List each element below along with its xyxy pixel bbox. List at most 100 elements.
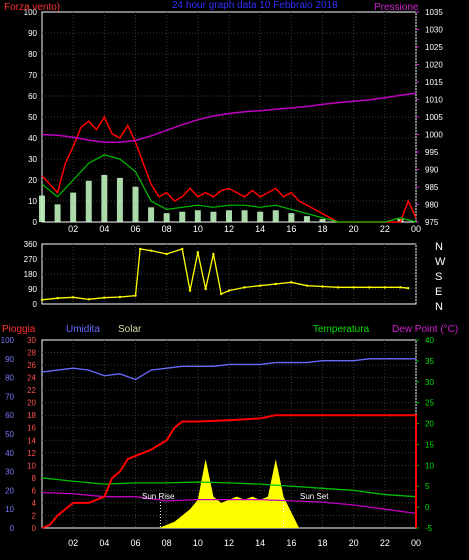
wind-direction-point [138,247,142,251]
dewpoint-axis-title: Dew Point (°C) [392,324,458,335]
wind-direction-point [274,282,277,286]
compass-s: S [435,271,442,283]
p1-y-right-tick-label: 1030 [425,26,443,35]
temperature-axis-title: Temperatura [313,324,370,335]
p1-y-right-tick-label: 985 [425,183,439,192]
p3-x-tick-label: 16 [286,538,296,548]
p1-y-left-tick-label: 100 [24,8,38,17]
wind-direction-point [352,286,355,289]
solar-area [158,459,300,528]
p1-x-tick-label: 14 [255,224,265,234]
wind-light-bar [194,210,201,222]
temperature-line [41,477,417,498]
humidity-axis-title: Umidita [66,324,100,335]
p3-rain-mm-tick-label: 16 [27,424,36,433]
rain-line [41,414,417,529]
p1-x-tick-label: 22 [380,224,390,234]
p3-temp-tick-label: 35 [425,357,434,366]
wind-direction-point [407,286,410,290]
wind-direction-point [165,252,168,256]
p3-rain-mm-tick-label: 20 [27,399,36,408]
p3-x-tick-label: 08 [162,538,172,548]
p1-x-tick-label: 20 [349,224,359,234]
p3-rain-mm-tick-label: 24 [27,374,36,383]
p3-pioggia-tick-label: 100 [1,336,15,345]
p3-x-tick-label: 12 [224,538,234,548]
p3-x-tick-label: 00 [411,538,421,548]
p3-pioggia-tick-label: 0 [10,524,15,533]
p1-x-tick-label: 08 [162,224,172,234]
wind-light-bar [319,219,326,222]
p1-y-right-tick-label: 1020 [425,61,443,70]
p1-y-right-tick-label: 1005 [425,113,443,122]
compass-w: W [435,256,446,268]
p1-y-left-tick-label: 70 [28,71,37,80]
p3-x-tick-label: 14 [255,538,265,548]
p1-y-left-tick-label: 60 [28,92,37,101]
p1-x-tick-label: 02 [68,224,78,234]
p1-y-right-tick-label: 990 [425,166,439,175]
p1-y-left-tick-label: 50 [28,113,37,122]
wind-direction-point [290,281,293,284]
p2-y-tick-label: 0 [33,300,38,309]
wind-axis-title: Forza vento) [4,2,60,13]
p3-x-tick-label: 22 [380,538,390,548]
p3-rain-mm-tick-label: 18 [27,411,36,420]
rain-axis-title: Pioggia [2,324,36,335]
p2-y-tick-label: 90 [28,285,37,294]
p2-y-tick-label: 270 [24,255,38,264]
p1-y-right-tick-label: 1025 [425,43,443,52]
p1-x-tick-label: 10 [193,224,203,234]
p3-temp-tick-label: 25 [425,399,434,408]
p1-y-right-tick-label: 980 [425,201,439,210]
compass-n-bottom: N [435,301,443,313]
wind-light-bar [272,210,279,222]
p1-x-tick-label: 16 [286,224,296,234]
wind-direction-point [212,252,215,256]
wind-direction-point [196,251,200,254]
wind-light-bar [70,192,77,222]
p3-pioggia-tick-label: 70 [5,392,14,401]
wind-direction-point [243,286,246,289]
p1-y-right-tick-label: 1015 [425,78,443,87]
wind-light-bar [148,207,155,222]
p1-y-left-tick-label: 40 [28,134,37,143]
wind-direction-point [336,286,340,289]
p3-pioggia-tick-label: 40 [5,449,14,458]
p1-x-tick-label: 12 [224,224,234,234]
p3-pioggia-tick-label: 10 [5,505,14,514]
wind-direction-point [220,292,223,296]
wind-light-bar [288,213,295,222]
wind-light-bar [210,211,217,222]
wind-average-line [41,154,417,223]
p3-pioggia-tick-label: 60 [5,411,14,420]
p3-temp-tick-label: 20 [425,420,434,429]
p3-rain-mm-tick-label: 0 [32,524,37,533]
compass-e: E [435,286,442,298]
p3-x-tick-label: 06 [130,538,140,548]
p3-x-tick-label: 04 [99,538,109,548]
p1-y-left-tick-label: 30 [28,155,37,164]
p3-temp-tick-label: 5 [425,482,430,491]
wind-light-bar [54,204,61,222]
wind-light-bar [303,216,310,222]
humidity-line [41,358,416,381]
wind-direction-point [188,289,192,292]
p3-temp-tick-label: 0 [425,503,430,512]
wind-light-bar [132,186,139,222]
wind-direction-point [321,285,324,288]
p1-y-right-tick-label: 995 [425,148,439,157]
wind-direction-point [399,286,402,289]
wind-light-bar [257,211,264,222]
p3-rain-mm-tick-label: 10 [27,461,36,470]
p1-y-left-tick-label: 10 [28,197,37,206]
wind-direction-point [87,298,90,301]
wind-direction-point [118,295,122,299]
p3-rain-mm-tick-label: 22 [27,386,36,395]
p3-temp-tick-label: 40 [425,336,434,345]
wind-direction-point [383,286,387,289]
wind-direction-point [258,284,262,287]
wind-light-bar [226,210,232,222]
p1-y-left-tick-label: 0 [33,218,38,227]
